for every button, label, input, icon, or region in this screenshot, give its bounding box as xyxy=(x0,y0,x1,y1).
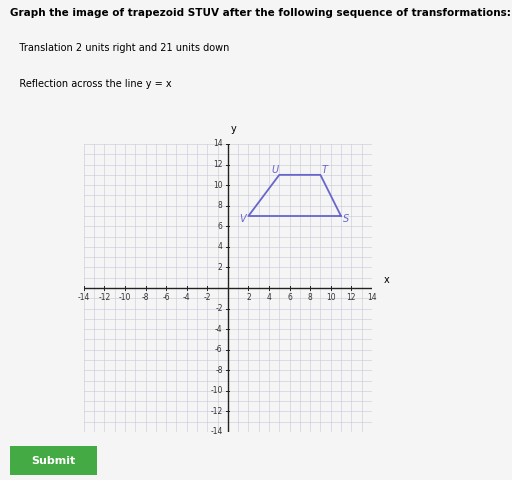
Text: V: V xyxy=(239,214,246,224)
Text: -8: -8 xyxy=(215,366,223,375)
Text: 4: 4 xyxy=(218,242,223,252)
Text: -6: -6 xyxy=(162,293,170,302)
Text: Translation 2 units right and 21 units down: Translation 2 units right and 21 units d… xyxy=(10,43,229,53)
Text: 8: 8 xyxy=(218,201,223,210)
Text: -12: -12 xyxy=(210,407,223,416)
Text: 14: 14 xyxy=(367,293,377,302)
Text: -10: -10 xyxy=(210,386,223,396)
Text: -4: -4 xyxy=(183,293,190,302)
Text: x: x xyxy=(384,275,390,285)
Text: 10: 10 xyxy=(326,293,335,302)
Text: 6: 6 xyxy=(287,293,292,302)
Text: Reflection across the line y = x: Reflection across the line y = x xyxy=(10,79,172,89)
Text: -12: -12 xyxy=(98,293,111,302)
Text: S: S xyxy=(343,214,349,224)
Text: U: U xyxy=(271,165,279,175)
Text: 2: 2 xyxy=(246,293,251,302)
Text: -6: -6 xyxy=(215,345,223,354)
Text: -4: -4 xyxy=(215,324,223,334)
Text: -14: -14 xyxy=(78,293,90,302)
Text: -14: -14 xyxy=(210,428,223,436)
Text: Graph the image of trapezoid STUV after the following sequence of transformation: Graph the image of trapezoid STUV after … xyxy=(10,8,511,18)
Text: 10: 10 xyxy=(213,180,223,190)
Text: T: T xyxy=(322,165,328,175)
Text: 6: 6 xyxy=(218,222,223,231)
Text: -10: -10 xyxy=(119,293,131,302)
Text: y: y xyxy=(231,124,237,134)
Text: -2: -2 xyxy=(203,293,211,302)
Text: 12: 12 xyxy=(347,293,356,302)
Text: 8: 8 xyxy=(308,293,312,302)
Text: -8: -8 xyxy=(142,293,150,302)
Text: -2: -2 xyxy=(215,304,223,313)
Text: Submit: Submit xyxy=(32,456,76,466)
Text: 14: 14 xyxy=(213,140,223,148)
Text: 4: 4 xyxy=(267,293,271,302)
Text: 2: 2 xyxy=(218,263,223,272)
Text: 12: 12 xyxy=(213,160,223,169)
